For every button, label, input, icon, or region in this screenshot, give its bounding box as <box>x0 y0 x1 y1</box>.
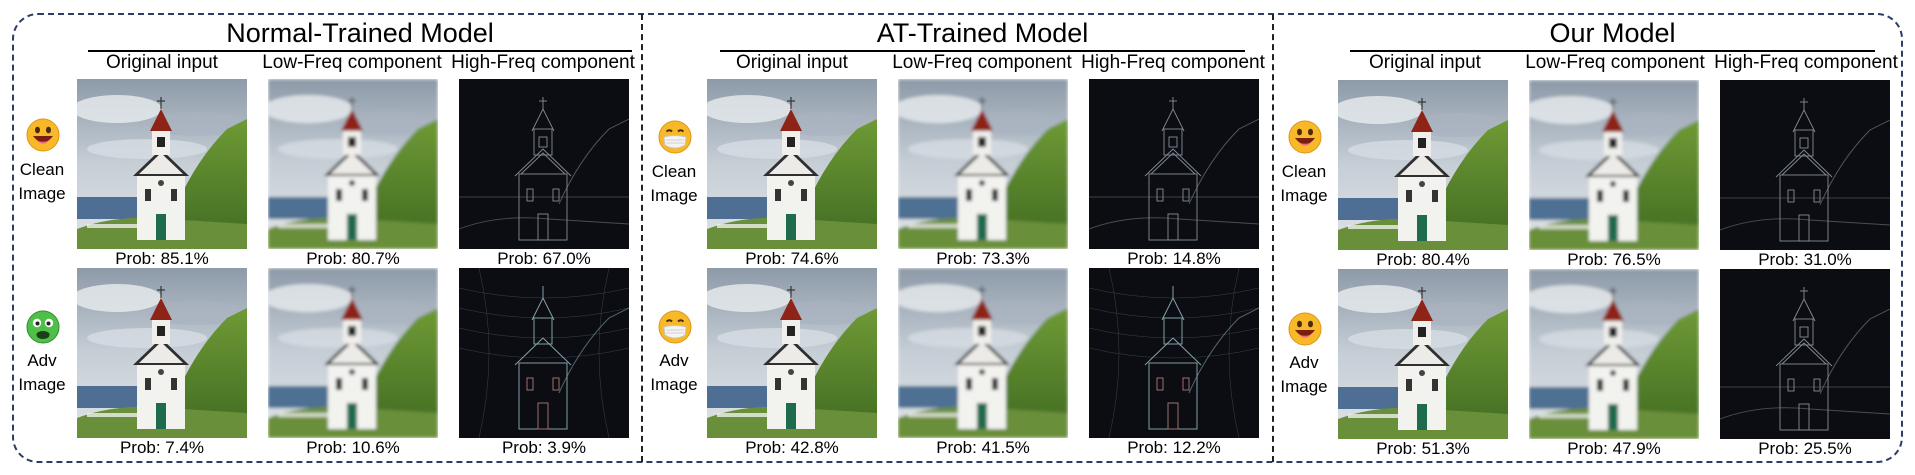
prob-label: Prob: 85.1% <box>115 249 209 268</box>
face-with-mask-icon <box>658 120 692 154</box>
image-original <box>1338 80 1508 250</box>
image-low-freq <box>268 268 438 438</box>
image-high-freq <box>1720 80 1890 250</box>
panel-divider <box>1272 14 1274 462</box>
image-original <box>77 79 247 249</box>
prob-label: Prob: 3.9% <box>501 438 587 457</box>
prob-label: Prob: 31.0% <box>1758 250 1852 269</box>
prob-label: Prob: 47.9% <box>1567 439 1661 458</box>
column-header: High-Freq component <box>1081 52 1265 73</box>
image-low-freq <box>268 79 438 249</box>
title-underline <box>720 50 1245 52</box>
panel-title: AT-Trained Model <box>876 18 1089 48</box>
row-label: Adv Image <box>650 351 698 394</box>
prob-label: Prob: 25.5% <box>1758 439 1852 458</box>
grinning-face-icon <box>1288 120 1322 154</box>
row-label: Adv Image <box>18 351 66 394</box>
grinning-face-icon <box>26 118 60 152</box>
image-original <box>77 268 247 438</box>
column-header: High-Freq component <box>451 52 635 73</box>
prob-label: Prob: 80.7% <box>306 249 400 268</box>
image-low-freq <box>1529 269 1699 439</box>
title-underline <box>1350 50 1875 52</box>
prob-label: Prob: 67.0% <box>497 249 591 268</box>
panel-divider <box>641 14 643 462</box>
column-header: Original input <box>106 52 218 73</box>
image-high-freq <box>459 79 629 249</box>
column-header: Low-Freq component <box>892 52 1072 73</box>
column-header: Low-Freq component <box>1525 52 1705 73</box>
image-low-freq <box>898 268 1068 438</box>
image-high-freq <box>1720 269 1890 439</box>
prob-label: Prob: 10.6% <box>306 438 400 457</box>
prob-label: Prob: 14.8% <box>1127 249 1221 268</box>
image-low-freq <box>1529 80 1699 250</box>
face-with-mask-icon <box>658 310 692 344</box>
row-label: Clean Image <box>1280 162 1328 205</box>
row-label: Clean Image <box>18 160 66 203</box>
column-header: Low-Freq component <box>262 52 442 73</box>
title-underline <box>88 50 632 52</box>
image-high-freq <box>1089 268 1259 438</box>
prob-label: Prob: 76.5% <box>1567 250 1661 269</box>
prob-label: Prob: 41.5% <box>936 438 1030 457</box>
figure-frame <box>12 13 1903 463</box>
column-header: Original input <box>1369 52 1481 73</box>
column-header: Original input <box>736 52 848 73</box>
panel-title: Our Model <box>1549 18 1676 48</box>
image-original <box>707 268 877 438</box>
column-header: High-Freq component <box>1714 52 1898 73</box>
nauseated-face-icon <box>26 310 60 344</box>
prob-label: Prob: 12.2% <box>1127 438 1221 457</box>
prob-label: Prob: 7.4% <box>119 438 205 457</box>
panel-title: Normal-Trained Model <box>226 18 494 48</box>
prob-label: Prob: 80.4% <box>1376 250 1470 269</box>
image-high-freq <box>459 268 629 438</box>
image-original <box>707 79 877 249</box>
prob-label: Prob: 42.8% <box>745 438 839 457</box>
prob-label: Prob: 73.3% <box>936 249 1030 268</box>
image-high-freq <box>1089 79 1259 249</box>
image-original <box>1338 269 1508 439</box>
grinning-face-icon <box>1288 312 1322 346</box>
image-low-freq <box>898 79 1068 249</box>
row-label: Adv Image <box>1280 353 1328 396</box>
prob-label: Prob: 51.3% <box>1376 439 1470 458</box>
prob-label: Prob: 74.6% <box>745 249 839 268</box>
row-label: Clean Image <box>650 162 698 205</box>
